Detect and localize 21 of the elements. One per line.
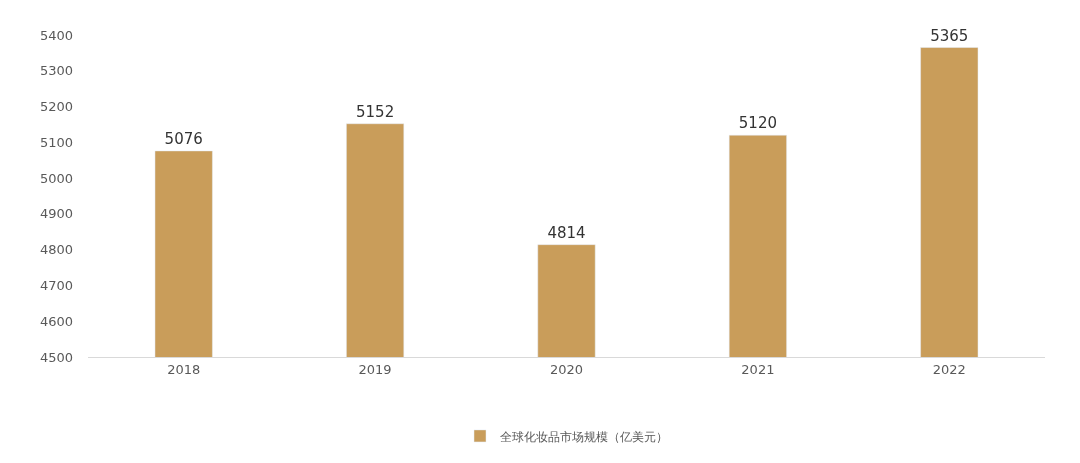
y-tick-label: 5400: [39, 27, 73, 43]
x-tick-label: 2018: [167, 361, 201, 377]
x-tick-label: 2021: [741, 361, 775, 377]
data-label: 5076: [164, 129, 203, 148]
x-tick-label: 2020: [549, 361, 584, 377]
legend-label: 全球化妆品市场规模（亿美元）: [500, 429, 668, 444]
x-tick-label: 2019: [358, 361, 392, 377]
data-label: 5120: [738, 114, 777, 133]
y-tick-label: 5300: [39, 63, 73, 79]
y-tick-label: 4800: [39, 242, 73, 258]
data-label: 4814: [547, 223, 586, 242]
y-tick-label: 4700: [39, 277, 73, 293]
y-tick-label: 5100: [39, 134, 73, 150]
y-tick-label: 4600: [39, 313, 73, 329]
y-tick-label: 5200: [39, 99, 73, 115]
x-tick-label: 2022: [932, 361, 966, 377]
y-tick-label: 4500: [39, 349, 73, 365]
data-label: 5365: [930, 26, 969, 45]
y-tick-label: 4900: [39, 206, 73, 222]
y-tick-label: 5000: [39, 170, 73, 186]
data-label: 5152: [356, 102, 395, 121]
